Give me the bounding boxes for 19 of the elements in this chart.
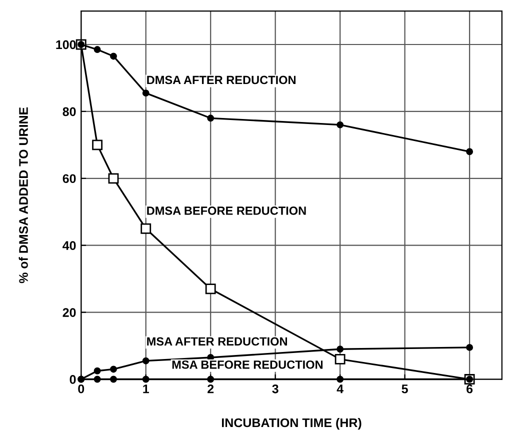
x-tick-label: 1 xyxy=(143,384,149,394)
y-tick-label: 0 xyxy=(70,375,76,384)
x-tick-label: 5 xyxy=(402,384,408,394)
y-tick-label: 20 xyxy=(62,308,76,317)
x-tick-label: 6 xyxy=(466,384,473,394)
y-tick-label: 100 xyxy=(56,40,76,50)
annotation: DMSA BEFORE REDUCTION xyxy=(147,206,306,215)
annotation: MSA BEFORE REDUCTION xyxy=(172,360,323,369)
annotation: MSA AFTER REDUCTION xyxy=(147,337,287,346)
x-tick-label: 2 xyxy=(208,384,214,394)
y-tick-label: 80 xyxy=(62,107,76,116)
x-axis-title: INCUBATION TIME (HR) xyxy=(222,418,362,430)
x-tick-label: 3 xyxy=(272,384,278,394)
y-axis-title: % of DMSA ADDED TO URINE xyxy=(18,107,28,284)
x-tick-label: 0 xyxy=(78,384,84,394)
y-tick-label: 60 xyxy=(62,174,76,184)
y-tick-label: 40 xyxy=(62,241,76,250)
annotation: DMSA AFTER REDUCTION xyxy=(147,76,296,84)
x-tick-label: 4 xyxy=(336,384,344,394)
